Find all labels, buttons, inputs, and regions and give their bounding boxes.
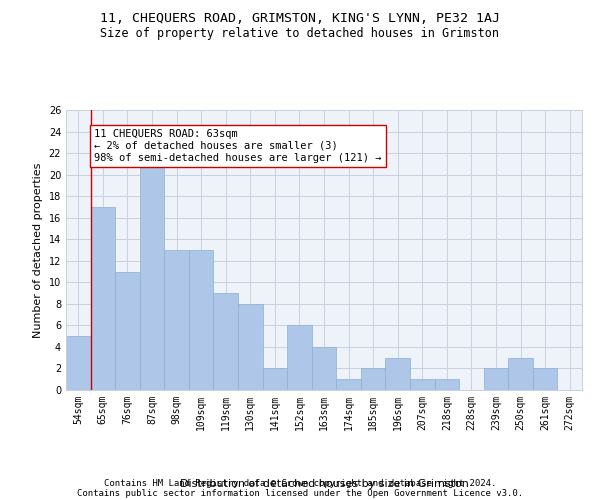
- Bar: [336, 379, 361, 390]
- Bar: [189, 250, 214, 390]
- Text: Contains HM Land Registry data © Crown copyright and database right 2024.: Contains HM Land Registry data © Crown c…: [104, 478, 496, 488]
- Bar: [164, 250, 189, 390]
- Bar: [91, 207, 115, 390]
- Bar: [312, 347, 336, 390]
- Bar: [66, 336, 91, 390]
- Text: Size of property relative to detached houses in Grimston: Size of property relative to detached ho…: [101, 28, 499, 40]
- Text: 11, CHEQUERS ROAD, GRIMSTON, KING'S LYNN, PE32 1AJ: 11, CHEQUERS ROAD, GRIMSTON, KING'S LYNN…: [100, 12, 500, 26]
- Bar: [533, 368, 557, 390]
- X-axis label: Distribution of detached houses by size in Grimston: Distribution of detached houses by size …: [179, 478, 469, 488]
- Bar: [238, 304, 263, 390]
- Bar: [508, 358, 533, 390]
- Y-axis label: Number of detached properties: Number of detached properties: [33, 162, 43, 338]
- Text: 11 CHEQUERS ROAD: 63sqm
← 2% of detached houses are smaller (3)
98% of semi-deta: 11 CHEQUERS ROAD: 63sqm ← 2% of detached…: [94, 130, 382, 162]
- Bar: [287, 326, 312, 390]
- Bar: [385, 358, 410, 390]
- Text: Contains public sector information licensed under the Open Government Licence v3: Contains public sector information licen…: [77, 488, 523, 498]
- Bar: [214, 293, 238, 390]
- Bar: [115, 272, 140, 390]
- Bar: [434, 379, 459, 390]
- Bar: [361, 368, 385, 390]
- Bar: [484, 368, 508, 390]
- Bar: [263, 368, 287, 390]
- Bar: [140, 153, 164, 390]
- Bar: [410, 379, 434, 390]
